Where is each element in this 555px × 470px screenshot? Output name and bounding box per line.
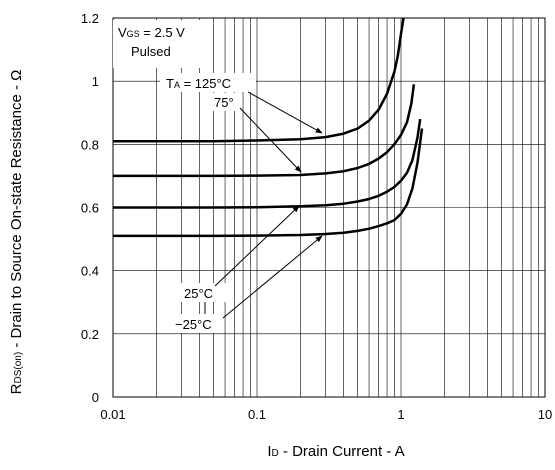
arrow-125	[247, 91, 323, 134]
x-tick-label: 0.01	[100, 407, 125, 422]
series-line-2	[113, 118, 422, 209]
series-line-3	[113, 128, 424, 238]
y-tick-label: 0	[92, 390, 99, 405]
x-tick-label: 10	[538, 407, 552, 422]
annotation-labels: TA = 125°C 75° 25°C −25°C	[160, 73, 256, 333]
y-tick-label: 0.4	[81, 264, 99, 279]
label-75: 75°	[214, 95, 234, 110]
y-tick-label: 0.6	[81, 201, 99, 216]
x-tick-label: 0.1	[248, 407, 266, 422]
x-axis-label: ID - Drain Current - A	[267, 443, 404, 460]
series-line-0	[113, 17, 405, 143]
tick-labels: 0.01 0.1 1 10 0 0.2 0.4 0.6 0.8 1 1.2	[81, 11, 552, 422]
y-axis-label: RDS(on) - Drain to Source On-state Resis…	[8, 70, 25, 395]
conditions-box: VGS = 2.5 V Pulsed	[113, 20, 209, 68]
y-tick-label: 0.8	[81, 137, 99, 152]
arrow-25	[214, 205, 300, 287]
label-25: 25°C	[184, 286, 213, 301]
y-tick-label: 1.2	[81, 11, 99, 26]
series-line-1	[113, 84, 416, 178]
series	[113, 17, 424, 238]
vgs-label: VGS = 2.5 V	[118, 25, 185, 40]
ta-label-125: TA = 125°C	[166, 76, 231, 91]
arrow-m25	[222, 235, 323, 319]
y-tick-label: 0.2	[81, 327, 99, 342]
label-m25: −25°C	[175, 317, 212, 332]
x-tick-label: 1	[397, 407, 404, 422]
y-tick-label: 1	[92, 74, 99, 89]
pulsed-label: Pulsed	[131, 44, 171, 59]
arrow-75	[239, 107, 302, 173]
annotation-arrows	[204, 91, 323, 319]
